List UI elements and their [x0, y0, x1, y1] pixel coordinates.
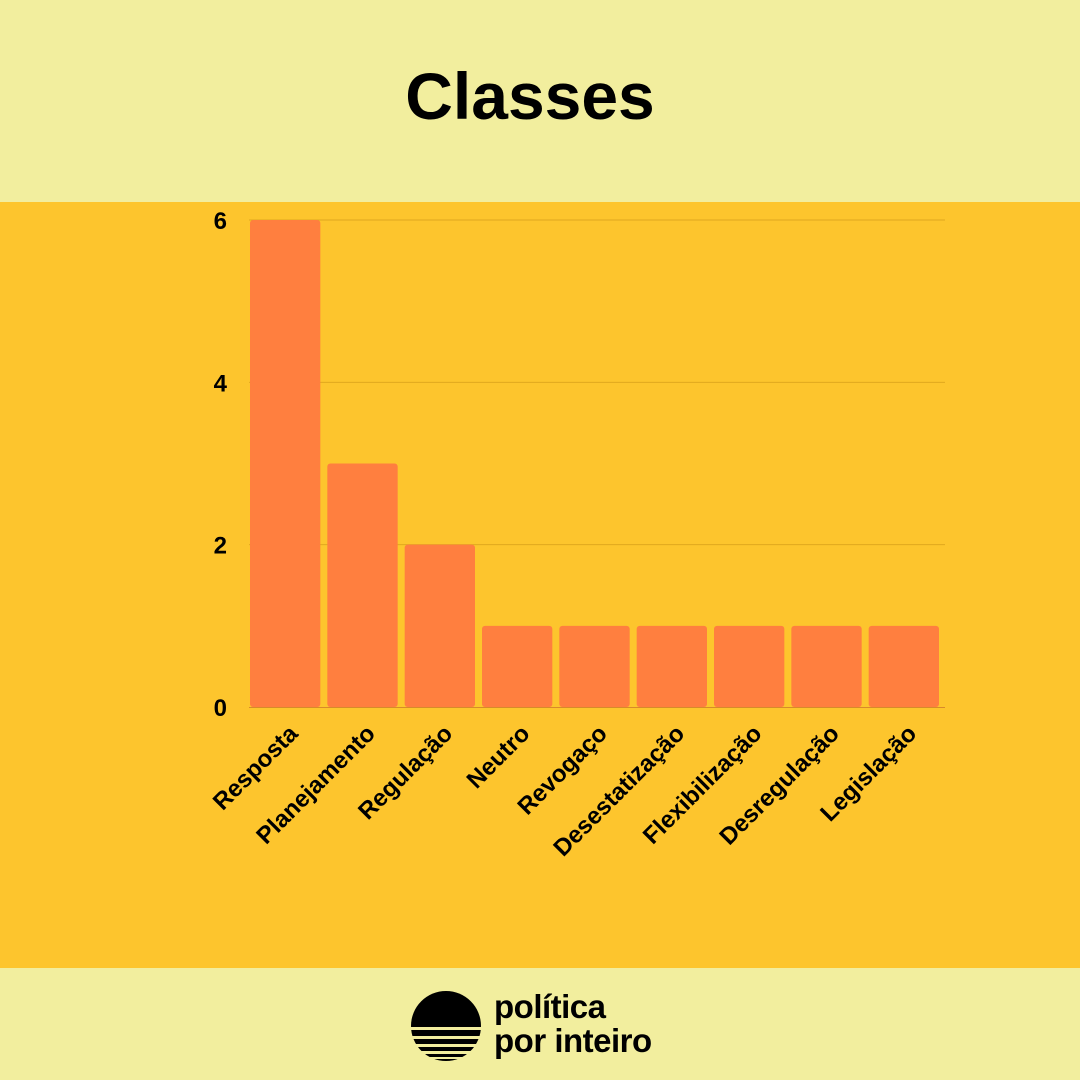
- brand-wordmark: política por inteiro: [494, 990, 652, 1058]
- bar: [559, 625, 630, 707]
- y-tick-label: 4: [214, 370, 228, 397]
- brand-logo[interactable]: política por inteiro: [410, 990, 700, 1062]
- y-tick-label: 2: [214, 533, 227, 560]
- y-tick-label: 6: [214, 208, 227, 235]
- sun-horizon-logo-icon: [411, 991, 481, 1061]
- bar: [404, 544, 475, 707]
- chart-title: Classes: [405, 59, 655, 133]
- bar: [791, 625, 862, 707]
- bar: [250, 220, 321, 707]
- y-tick-label: 0: [214, 695, 227, 722]
- bar: [327, 463, 398, 707]
- brand-line-2: por inteiro: [494, 1022, 652, 1059]
- x-tick-label: Desestatização: [548, 720, 690, 862]
- brand-line-1: política: [494, 988, 606, 1025]
- x-tick-label: Neutro: [462, 720, 536, 794]
- chart-panel: 0 2 4 6 Resposta Planejamento Regulação Neutro R…: [0, 202, 1080, 968]
- bar: [636, 625, 707, 707]
- bar: [868, 625, 939, 707]
- bar: [714, 625, 785, 707]
- bar: [482, 625, 553, 707]
- footer: política por inteiro: [0, 968, 1080, 1080]
- header: Classes: [0, 0, 1080, 202]
